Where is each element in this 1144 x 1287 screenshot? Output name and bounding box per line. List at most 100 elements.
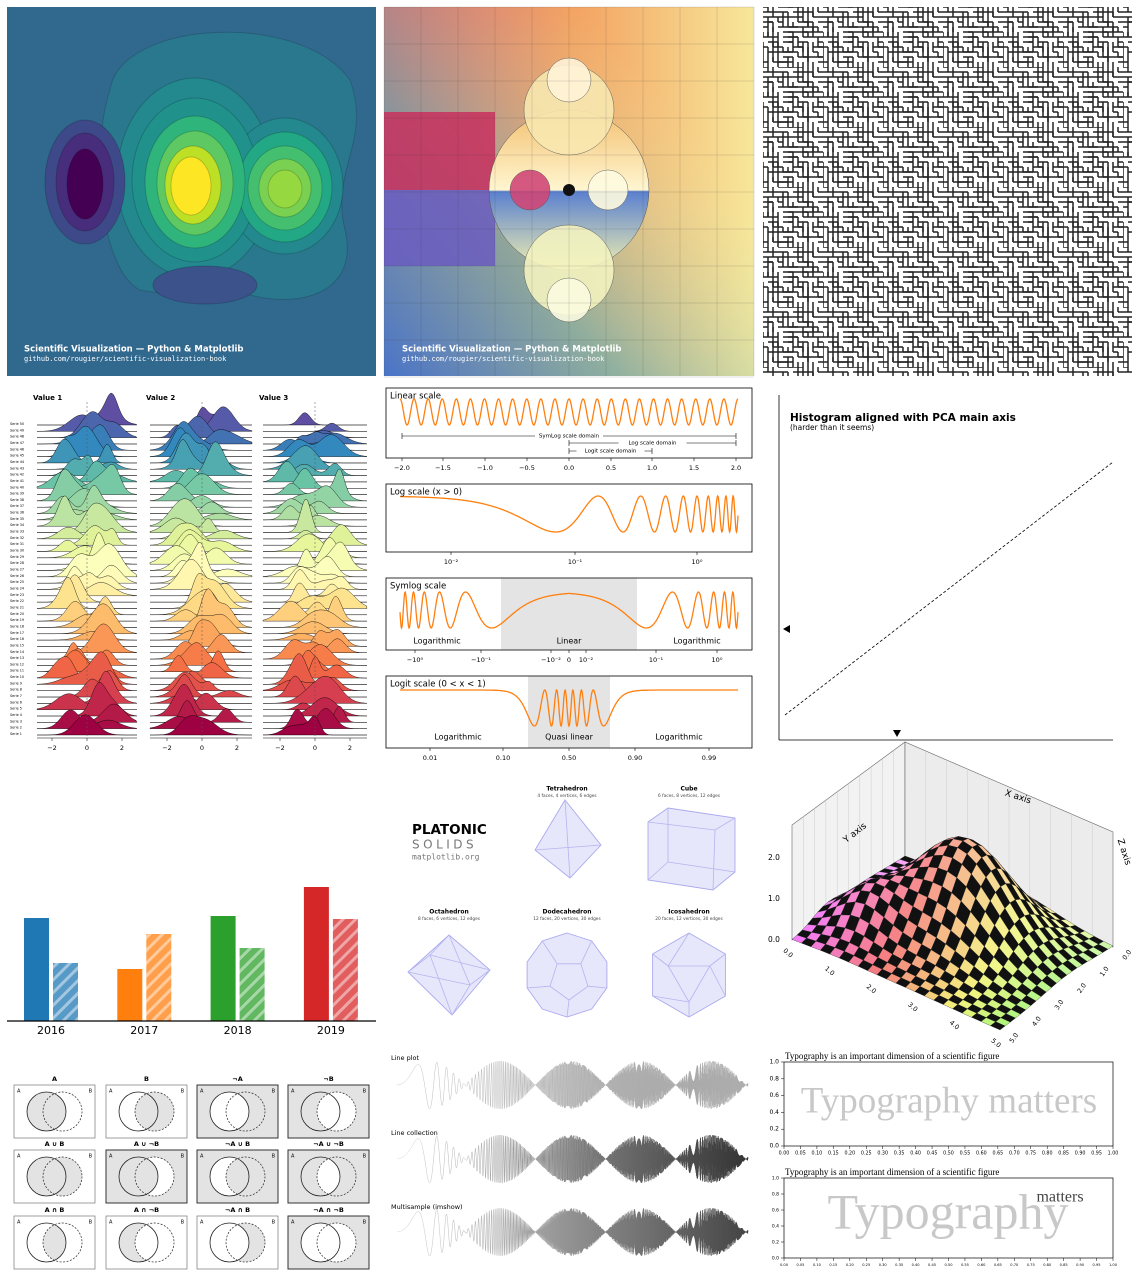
scatter-point (835, 636, 845, 646)
x-tick-label: 0.99 (702, 754, 716, 762)
scatter-point (918, 685, 928, 695)
ridge (149, 619, 253, 647)
series-label: Serie 49 (10, 428, 24, 432)
scatter-point (911, 574, 921, 584)
ridge (262, 468, 368, 489)
solid-name: Icosahedron (668, 909, 710, 916)
bar (24, 918, 49, 1021)
venn-title: ¬A (232, 1075, 242, 1083)
series-label: Serie 43 (10, 466, 24, 470)
series-label: Serie 10 (10, 675, 24, 679)
x-tick-label: 2.0 (865, 983, 878, 996)
scatter-point (911, 532, 921, 542)
scatter-point (873, 646, 883, 656)
scatter-point (912, 648, 922, 658)
caption-link: github.com/rougier/scientific-visualizat… (402, 355, 605, 363)
ridge (262, 515, 368, 527)
series-label: Serie 21 (10, 605, 24, 609)
set-b-outline (316, 1156, 357, 1197)
series-label: Serie 22 (10, 599, 24, 603)
scatter-point (936, 639, 946, 649)
series-label: Serie 38 (10, 498, 24, 502)
set-a-outline (300, 1091, 341, 1132)
series-label: Serie 1 (10, 732, 22, 736)
ridge (149, 642, 253, 666)
x-tick-label: 3.0 (906, 1001, 919, 1014)
x-tick-label: 0.45 (927, 1151, 938, 1157)
set-label: A (17, 1089, 21, 1095)
ridge (149, 662, 253, 679)
y-tick-label: 2.0 (1076, 982, 1088, 995)
axes-title: Logit scale (0 < x < 1) (390, 680, 486, 690)
series-label: Serie 18 (10, 624, 24, 628)
scatter-point (912, 670, 922, 680)
x-tick-label: 0.75 (1027, 1263, 1035, 1267)
y-tick-label: 1.0 (772, 1176, 779, 1182)
x-tick-label: 2 (235, 744, 239, 752)
set-label: A (200, 1220, 204, 1226)
set-label: B (363, 1154, 367, 1160)
set-a-outline (300, 1222, 341, 1263)
series-label: Serie 25 (10, 580, 24, 584)
scatter-point (827, 740, 837, 750)
venn-title: ¬A ∩ ¬B (313, 1206, 344, 1214)
scatter-point (890, 600, 900, 610)
x-tick-label: 2016 (37, 1024, 65, 1037)
x-tick-label: 0.80 (1043, 1263, 1052, 1267)
scatter-point (894, 574, 904, 584)
heading: SOLIDS (412, 838, 477, 852)
scatter-point (970, 572, 980, 582)
scatter-point (945, 624, 955, 634)
x-tick-label: 0.35 (895, 1263, 903, 1267)
x-tick-label: 10⁻¹ (568, 558, 583, 566)
solid-name: Cube (680, 786, 697, 793)
intersection (226, 1223, 249, 1262)
x-tick-label: 0.50 (944, 1263, 953, 1267)
series-label: Serie 15 (10, 643, 24, 647)
scatter-point (848, 626, 858, 636)
scatter-point (859, 712, 869, 722)
series-label: Serie 5 (10, 707, 22, 711)
x-tick-label: 1.00 (1109, 1263, 1118, 1267)
scatter-point (837, 651, 847, 661)
set-b-outline (42, 1222, 83, 1263)
series-label: Serie 44 (10, 460, 24, 464)
set-a-outline (26, 1156, 67, 1197)
set-label: B (363, 1220, 367, 1226)
scatter-point (827, 616, 837, 626)
intersection (135, 1092, 158, 1131)
solid-edge (580, 940, 593, 964)
label-backdrop (618, 439, 687, 447)
hist-bar (1024, 525, 1078, 569)
scales-panel: Linear scale −2.0 −1.5 −1.0 −0.5 0.0 0.5 1.0 1.5… (385, 387, 753, 762)
set-label: A (17, 1220, 21, 1226)
scatter-point (889, 594, 899, 604)
scatter-point (945, 637, 955, 647)
column-header: Value 1 (33, 394, 62, 402)
intersection (226, 1157, 249, 1196)
scatter-point (924, 629, 934, 639)
y-tick-label: 0.2 (769, 1126, 779, 1133)
hist-bar (989, 468, 1058, 523)
bar-chart: 2016 2017 2018 2019 (7, 887, 376, 1037)
scatter-point (916, 573, 926, 583)
series-label: Serie 35 (10, 517, 24, 521)
contour-level (66, 148, 104, 220)
region-label: Quasi linear (545, 733, 594, 742)
x-tick-label: −10⁻¹ (471, 656, 491, 664)
y-tick-label: 1.0 (1098, 965, 1110, 978)
set-label: A (291, 1154, 295, 1160)
scatter-point (795, 612, 805, 622)
series-label: Serie 32 (10, 536, 24, 540)
scatter-point (807, 649, 817, 659)
scatter-point (802, 682, 812, 692)
disk (587, 169, 629, 211)
x-tick-label: 0.75 (1025, 1151, 1036, 1157)
y-tick-label: 0.2 (772, 1240, 779, 1246)
scatter-point (881, 597, 891, 607)
scatter-point (842, 643, 852, 653)
scatter-point (885, 587, 895, 597)
scatter-point (806, 615, 816, 625)
scatter-point (885, 679, 895, 689)
